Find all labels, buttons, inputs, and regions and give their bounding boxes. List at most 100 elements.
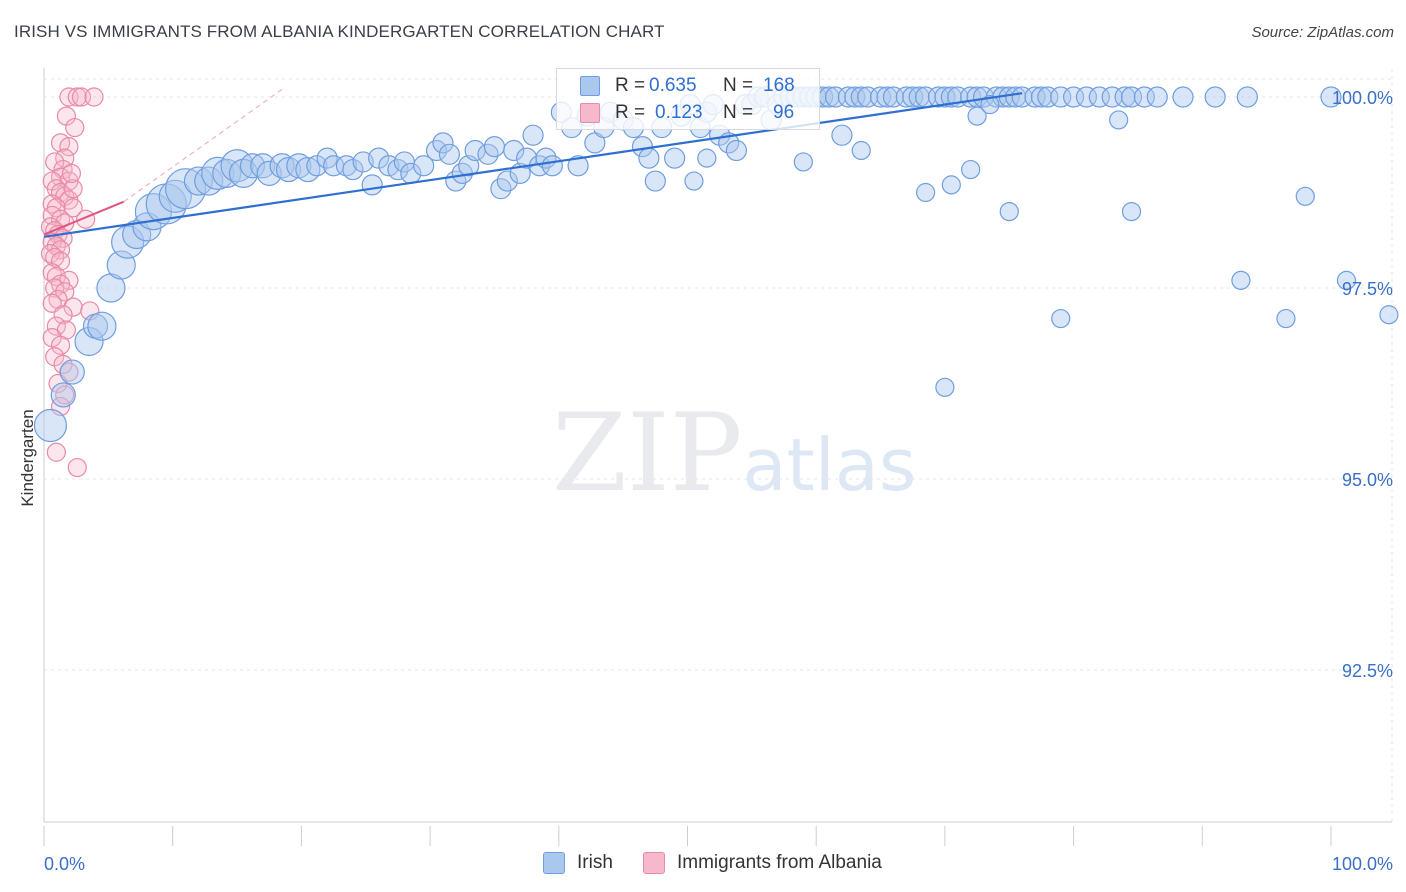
albania-point	[45, 278, 65, 298]
irish-point	[1336, 270, 1357, 290]
irish-point	[1051, 308, 1071, 329]
irish-point	[522, 124, 544, 146]
irish-point	[850, 86, 872, 108]
irish-point	[87, 311, 117, 341]
irish-n-value: 168	[763, 75, 795, 96]
irish-point	[1146, 86, 1168, 108]
albania-point	[59, 137, 79, 157]
irish-point	[1121, 202, 1142, 222]
irish-point	[1295, 186, 1315, 206]
albania-point	[50, 240, 71, 260]
albania-point	[63, 179, 83, 199]
albania-r-value: 0.123	[655, 102, 703, 123]
albania-n-label: N =	[723, 102, 754, 123]
irish-point	[432, 132, 454, 154]
irish-point	[927, 86, 950, 108]
watermark: ZIPatlas	[552, 400, 916, 508]
irish-point	[1062, 86, 1085, 108]
irish-point	[1231, 270, 1251, 290]
irish-point	[1005, 86, 1027, 108]
irish-point	[999, 202, 1019, 222]
irish-point	[1204, 86, 1226, 108]
irish-point	[158, 179, 192, 213]
irish-point	[33, 408, 68, 443]
y-tick-label: 100.0%	[1332, 88, 1393, 108]
irish-point	[857, 86, 879, 108]
irish-trend-line	[43, 92, 1023, 238]
albania-point	[55, 282, 75, 302]
irish-point	[908, 86, 930, 108]
irish-point	[275, 156, 302, 183]
watermark-zip: ZIP	[552, 391, 743, 516]
albania-point	[67, 87, 87, 107]
albania-r-label: R =	[615, 102, 646, 123]
irish-point	[1075, 86, 1098, 108]
albania-legend-label: Immigrants from Albania	[677, 852, 882, 873]
y-tick-label: 95.0%	[1342, 470, 1393, 490]
irish-point	[361, 174, 383, 196]
irish-point	[1133, 86, 1155, 108]
x-tick-label-max: 100.0%	[1332, 854, 1393, 874]
albania-point	[63, 198, 83, 218]
irish-point	[1101, 86, 1123, 108]
albania-point	[84, 87, 104, 107]
stats-legend: R = 0.635 N = 168 R = 0.123 N = 96	[556, 68, 820, 130]
albania-swatch	[580, 103, 600, 123]
irish-point	[438, 143, 461, 165]
irish-point	[1172, 86, 1194, 108]
albania-n-value: 96	[773, 102, 795, 123]
irish-point	[256, 160, 282, 186]
irish-point	[201, 156, 235, 190]
irish-point	[895, 86, 917, 108]
bottom-legend-albania[interactable]: Immigrants from Albania	[643, 852, 882, 874]
irish-point	[824, 86, 847, 108]
irish-point	[1037, 86, 1059, 108]
irish-point	[1120, 86, 1143, 108]
source-label: Source: ZipAtlas.com	[1251, 24, 1394, 41]
irish-point	[1320, 86, 1342, 108]
albania-point	[53, 305, 73, 325]
axes	[43, 68, 1392, 846]
irish-point	[212, 158, 242, 188]
irish-point	[935, 377, 955, 397]
trend-lines	[43, 88, 1023, 238]
irish-point	[869, 86, 892, 108]
irish-point	[915, 182, 936, 203]
irish-point	[837, 86, 859, 108]
irish-point	[902, 86, 924, 108]
irish-point	[1276, 308, 1296, 329]
chart-title: IRISH VS IMMIGRANTS FROM ALBANIA KINDERG…	[14, 22, 665, 41]
irish-point	[967, 106, 987, 126]
irish-point	[413, 155, 435, 177]
y-tick-label: 92.5%	[1342, 661, 1393, 681]
albania-point	[46, 442, 66, 462]
irish-n-label: N =	[723, 75, 754, 96]
albania-trend-line	[43, 200, 125, 236]
irish-point	[844, 86, 866, 108]
irish-point	[1088, 86, 1110, 108]
irish-point	[941, 175, 961, 195]
irish-point	[882, 86, 905, 108]
tick-labels: 100.0% 97.5% 95.0% 92.5% 0.0% 100.0%	[44, 88, 1393, 874]
irish-point	[1114, 86, 1136, 108]
albania-point	[55, 385, 75, 405]
irish-point	[851, 140, 871, 161]
irish-point	[503, 139, 525, 162]
bottom-legend-irish[interactable]: Irish	[543, 852, 613, 874]
irish-legend-label: Irish	[577, 852, 613, 873]
irish-point	[1379, 305, 1399, 325]
albania-point	[61, 163, 82, 183]
irish-point	[1236, 86, 1258, 108]
irish-point	[1109, 110, 1129, 130]
albania-point	[65, 117, 85, 138]
irish-point	[644, 170, 666, 192]
irish-point	[793, 152, 813, 172]
irish-point	[59, 359, 85, 385]
irish-point	[1050, 86, 1072, 108]
irish-point	[496, 170, 518, 192]
irish-point	[541, 155, 563, 177]
y-tick-label: 97.5%	[1342, 279, 1393, 299]
albania-point	[50, 335, 71, 355]
irish-legend-swatch	[543, 852, 565, 874]
